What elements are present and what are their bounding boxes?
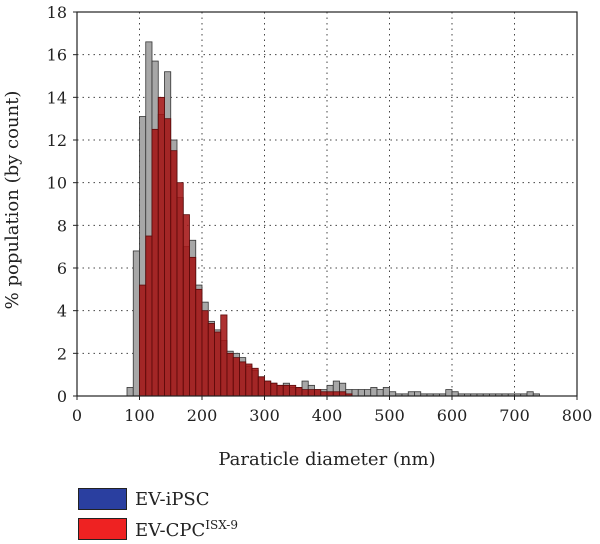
bar-ev-cpc (332, 391, 340, 397)
bar-ev-cpc (257, 376, 265, 397)
y-tick-label: 16 (47, 46, 67, 65)
bar-ev-cpc (251, 367, 259, 397)
y-axis-label: % population (by count) (2, 91, 23, 310)
bar-ev-ipsc (445, 389, 453, 397)
bar-ev-cpc (339, 391, 347, 397)
bar-ev-cpc (326, 391, 334, 397)
x-tick-label: 800 (562, 406, 593, 425)
bar-ev-ipsc (126, 387, 134, 397)
y-tick-label: 4 (57, 302, 67, 321)
x-tick-label: 500 (374, 406, 405, 425)
y-tick-label: 8 (57, 216, 67, 235)
bar-ev-ipsc (382, 387, 390, 397)
y-tick-label: 10 (47, 174, 67, 193)
bar-ev-cpc (226, 352, 234, 397)
bar-ev-cpc (314, 389, 322, 397)
bar-ev-cpc (245, 363, 253, 397)
bar-ev-cpc (320, 391, 328, 397)
bar-ev-cpc (264, 380, 272, 397)
y-tick-label: 0 (57, 387, 67, 406)
bar-ev-cpc (157, 96, 165, 397)
bar-ev-cpc (270, 382, 278, 397)
bar-ev-ipsc (407, 391, 415, 397)
bar-ev-cpc (201, 310, 209, 397)
bar-ev-cpc (207, 323, 215, 397)
legend-swatch-ev-cpc (78, 518, 127, 540)
legend-label-ev-cpc: EV-CPCISX-9 (135, 518, 238, 541)
legend-label-ev-cpc-superscript: ISX-9 (205, 517, 238, 532)
x-tick-label: 400 (312, 406, 343, 425)
legend-label-ev-ipsc: EV-iPSC (135, 488, 210, 510)
bar-ev-cpc (189, 256, 197, 397)
legend: EV-iPSC EV-CPCISX-9 (78, 484, 238, 544)
bar-ev-cpc (164, 118, 172, 397)
bar-ev-cpc (282, 384, 290, 397)
bar-ev-ipsc (364, 389, 372, 397)
bar-ev-cpc (276, 384, 284, 397)
legend-item-ev-cpc: EV-CPCISX-9 (78, 514, 238, 544)
bar-ev-ipsc (357, 389, 365, 397)
bar-ev-ipsc (414, 391, 422, 397)
y-tick-label: 14 (47, 88, 67, 107)
bar-ev-cpc (301, 389, 309, 397)
x-tick-label: 700 (499, 406, 530, 425)
bar-ev-cpc (295, 387, 303, 397)
y-axis-ticks: 0 2 4 6 8 10 12 14 16 18 (47, 3, 77, 406)
bar-ev-ipsc (389, 391, 397, 397)
bar-ev-cpc (195, 288, 203, 397)
bar-ev-ipsc (370, 387, 378, 397)
bar-ev-cpc (214, 331, 222, 397)
bar-ev-ipsc (132, 250, 140, 397)
x-axis-ticks: 0 100 200 300 400 500 600 700 800 (72, 396, 592, 425)
bar-ev-cpc (151, 128, 159, 397)
legend-label-ev-cpc-name: EV-CPC (135, 519, 206, 541)
bar-ev-ipsc (451, 391, 459, 397)
bar-ev-ipsc (376, 389, 384, 397)
bar-ev-cpc (139, 284, 147, 397)
legend-swatch-ev-ipsc (78, 488, 127, 510)
bar-ev-cpc (170, 150, 178, 397)
y-tick-label: 2 (57, 344, 67, 363)
y-tick-label: 12 (47, 131, 67, 150)
bar-ev-cpc (182, 214, 190, 397)
x-axis-label: Paraticle diameter (nm) (218, 449, 435, 470)
bar-ev-ipsc (351, 389, 359, 397)
bar-ev-cpc (145, 235, 153, 397)
bar-ev-cpc (232, 357, 240, 397)
x-tick-label: 300 (249, 406, 280, 425)
bar-ev-cpc (239, 361, 247, 397)
x-tick-label: 600 (437, 406, 468, 425)
bar-ev-ipsc (526, 391, 534, 397)
x-tick-label: 100 (124, 406, 155, 425)
legend-item-ev-ipsc: EV-iPSC (78, 484, 238, 514)
bar-ev-cpc (176, 182, 184, 397)
bar-ev-cpc (220, 314, 228, 397)
bar-ev-cpc (289, 384, 297, 397)
y-tick-label: 6 (57, 259, 67, 278)
bar-ev-cpc (307, 389, 315, 397)
x-tick-label: 0 (72, 406, 82, 425)
y-tick-label: 18 (47, 3, 67, 22)
x-tick-label: 200 (187, 406, 218, 425)
